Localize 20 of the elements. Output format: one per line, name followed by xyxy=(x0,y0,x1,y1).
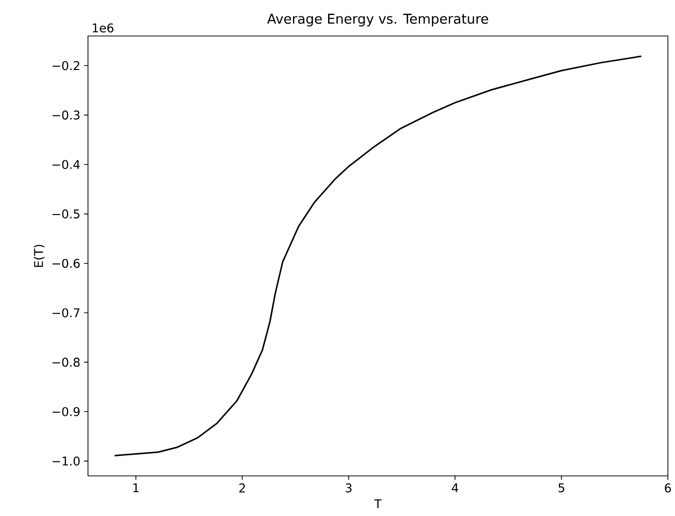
y-tick-label: −0.6 xyxy=(52,258,80,268)
chart-title: Average Energy vs. Temperature xyxy=(267,14,488,27)
text: 1e6 xyxy=(92,23,114,33)
x-tick-label: 5 xyxy=(558,483,564,492)
x-tick-label: 6 xyxy=(664,483,671,493)
y-tick-label: −0.4 xyxy=(52,160,80,170)
y-tick-label: −0.2 xyxy=(52,61,80,70)
y-tick-label: −0.5 xyxy=(52,209,80,219)
x-tick-label: 2 xyxy=(239,483,245,492)
y-tick-label: −0.3 xyxy=(52,110,80,120)
x-tick-label: 4 xyxy=(452,483,458,492)
y-axis-title: E(T) xyxy=(34,244,44,267)
x-tick-label: 3 xyxy=(346,483,352,493)
line-series xyxy=(114,56,642,456)
y-tick-label: −0.7 xyxy=(52,308,80,318)
x-tick-label: 1 xyxy=(133,483,139,492)
y-tick-label: −0.9 xyxy=(52,407,80,416)
x-axis-title: T xyxy=(374,499,382,508)
y-tick-label: −1.0 xyxy=(52,456,80,466)
y-tick-label: −0.8 xyxy=(52,358,80,367)
